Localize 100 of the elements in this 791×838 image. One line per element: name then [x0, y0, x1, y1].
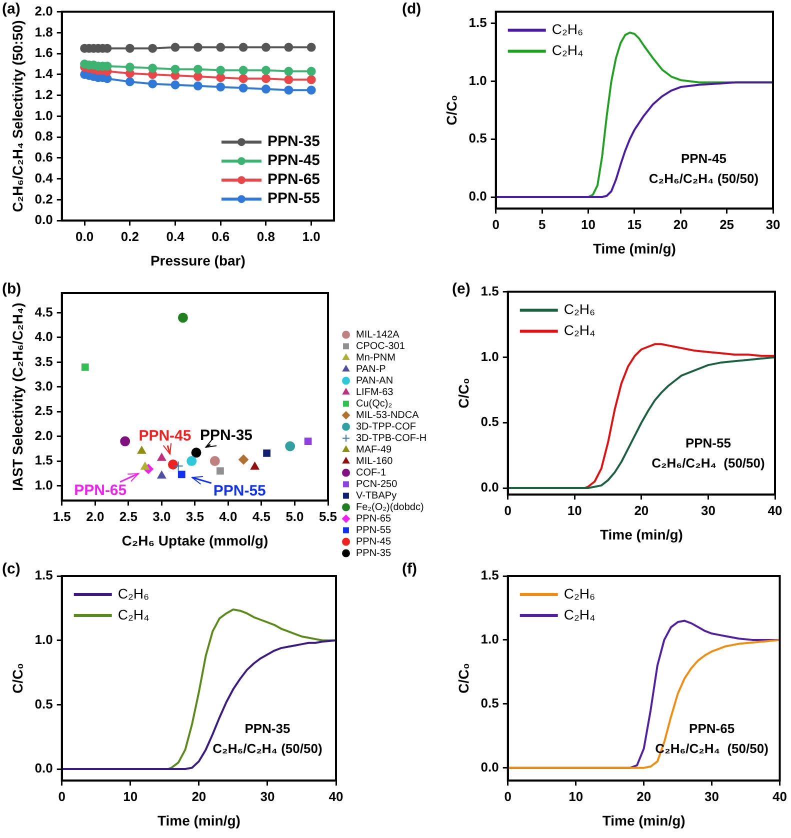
legend-label: C₂H₆: [564, 585, 596, 602]
point: [238, 42, 248, 52]
y-tick-label: 2.0: [34, 3, 53, 18]
chart-title: (a): [2, 0, 20, 18]
point: [238, 454, 249, 465]
point: [193, 72, 202, 82]
y-tick-label: 1.5: [480, 283, 499, 298]
y-tick-label: 2.5: [34, 403, 53, 418]
y-tick-label: 0.0: [468, 188, 487, 204]
y-tick-label: 1.0: [480, 348, 499, 364]
point: [306, 75, 316, 84]
x-tick-label: 4.0: [219, 508, 238, 524]
point: [125, 77, 134, 86]
y-tick-label: 1.0: [34, 477, 53, 492]
point: [125, 62, 134, 72]
x-tick-label: 5.5: [318, 508, 338, 524]
legend-label: LIFM-63: [356, 387, 394, 398]
point: [178, 312, 188, 323]
legend-label: V-TBAPy: [356, 490, 397, 502]
point: [193, 64, 202, 74]
point: [170, 64, 180, 74]
legend-label: C₂H₄: [564, 322, 596, 338]
legend-label: PAN-P: [356, 364, 386, 375]
point: [284, 42, 294, 52]
legend-label: MAF-49: [356, 444, 392, 456]
legend-label: MIL-142A: [356, 330, 400, 340]
x-tick-label: 3.5: [186, 508, 204, 524]
point: [140, 462, 150, 470]
x-tick-label: 10: [568, 788, 584, 804]
x-tick-label: 40: [772, 788, 788, 804]
x-tick-label: 5: [538, 216, 546, 232]
legend-label: PPN-55: [356, 525, 392, 536]
y-tick-label: 1.5: [34, 568, 53, 583]
annotation: PPN-55: [685, 435, 731, 450]
point: [148, 64, 158, 73]
point: [306, 66, 316, 76]
point: [186, 456, 197, 466]
y-tick-label: 0.2: [34, 191, 53, 206]
legend-label: CPOC-301: [356, 341, 406, 352]
y-tick-label: 1.8: [34, 24, 53, 40]
point: [238, 66, 248, 75]
annotation: C₂H₆/C₂H₄ (50/50): [212, 741, 322, 756]
x-tick-label: 2.0: [86, 508, 104, 524]
chart-title: (b): [2, 280, 22, 298]
y-axis-title: IAST Selectivity (C₂H₆/C₂H₄): [9, 302, 26, 491]
x-tick-label: 0.8: [256, 228, 276, 244]
x-tick-label: 0: [504, 788, 512, 804]
annotation: PPN-55: [213, 482, 266, 500]
y-tick-label: 4.0: [34, 329, 53, 344]
y-tick-label: 0.0: [480, 759, 499, 774]
chart-title: (c): [2, 560, 20, 578]
x-tick-label: 10: [581, 216, 596, 232]
point: [250, 462, 260, 470]
legend-label: MIL-53-NDCA: [356, 410, 420, 421]
x-axis-title: Pressure (bar): [150, 252, 246, 268]
annotation: C₂H₆/C₂H₄ (50/50): [648, 170, 759, 186]
x-tick-label: 20: [634, 502, 649, 518]
point: [284, 75, 294, 84]
legend-label: PPN-35: [267, 133, 320, 150]
y-tick-label: 1.0: [34, 632, 53, 647]
legend-label: Fe₂(O₂)(dobdc): [356, 502, 424, 513]
point: [170, 80, 180, 90]
point: [173, 461, 184, 471]
annotation: PPN-65: [74, 482, 127, 500]
y-tick-label: 0.5: [480, 695, 499, 710]
x-tick-label: 40: [768, 502, 782, 518]
legend-label: PAN-AN: [356, 376, 394, 386]
point: [193, 42, 202, 52]
point: [148, 79, 158, 88]
point: [120, 436, 130, 446]
legend-label: 3D-TPB-COF-H: [356, 433, 427, 444]
point: [81, 363, 89, 371]
point: [284, 86, 294, 95]
y-tick-label: 0.5: [468, 130, 487, 146]
x-tick-label: 40: [328, 788, 344, 804]
point: [157, 453, 166, 461]
point: [306, 42, 316, 52]
x-tick-label: 0.4: [166, 228, 186, 244]
y-tick-label: 4.5: [34, 304, 53, 320]
annotation: C₂H₆/C₂H₄ (50/50): [652, 455, 765, 470]
point: [193, 81, 202, 90]
y-tick-label: 1.0: [34, 108, 53, 123]
x-tick-label: 0: [492, 216, 500, 232]
y-tick-label: 1.4: [34, 66, 54, 82]
x-tick-label: 1.5: [52, 508, 71, 524]
point: [285, 441, 296, 452]
legend-label: MIL-160: [356, 456, 394, 467]
legend-label: C₂H₄: [564, 606, 596, 622]
legend-label: PPN-55: [267, 190, 320, 208]
annotation: PPN-35: [200, 426, 253, 444]
x-tick-label: 5.0: [286, 508, 304, 524]
point: [261, 74, 270, 84]
x-axis-title: Time (min/g): [602, 812, 686, 828]
x-tick-label: 30: [704, 788, 720, 804]
point: [178, 470, 186, 478]
y-tick-label: 1.2: [34, 86, 53, 102]
y-tick-label: 1.0: [480, 632, 499, 647]
point: [191, 448, 202, 458]
legend-label: C₂H₄: [552, 42, 584, 58]
x-tick-label: 0.2: [120, 228, 139, 244]
